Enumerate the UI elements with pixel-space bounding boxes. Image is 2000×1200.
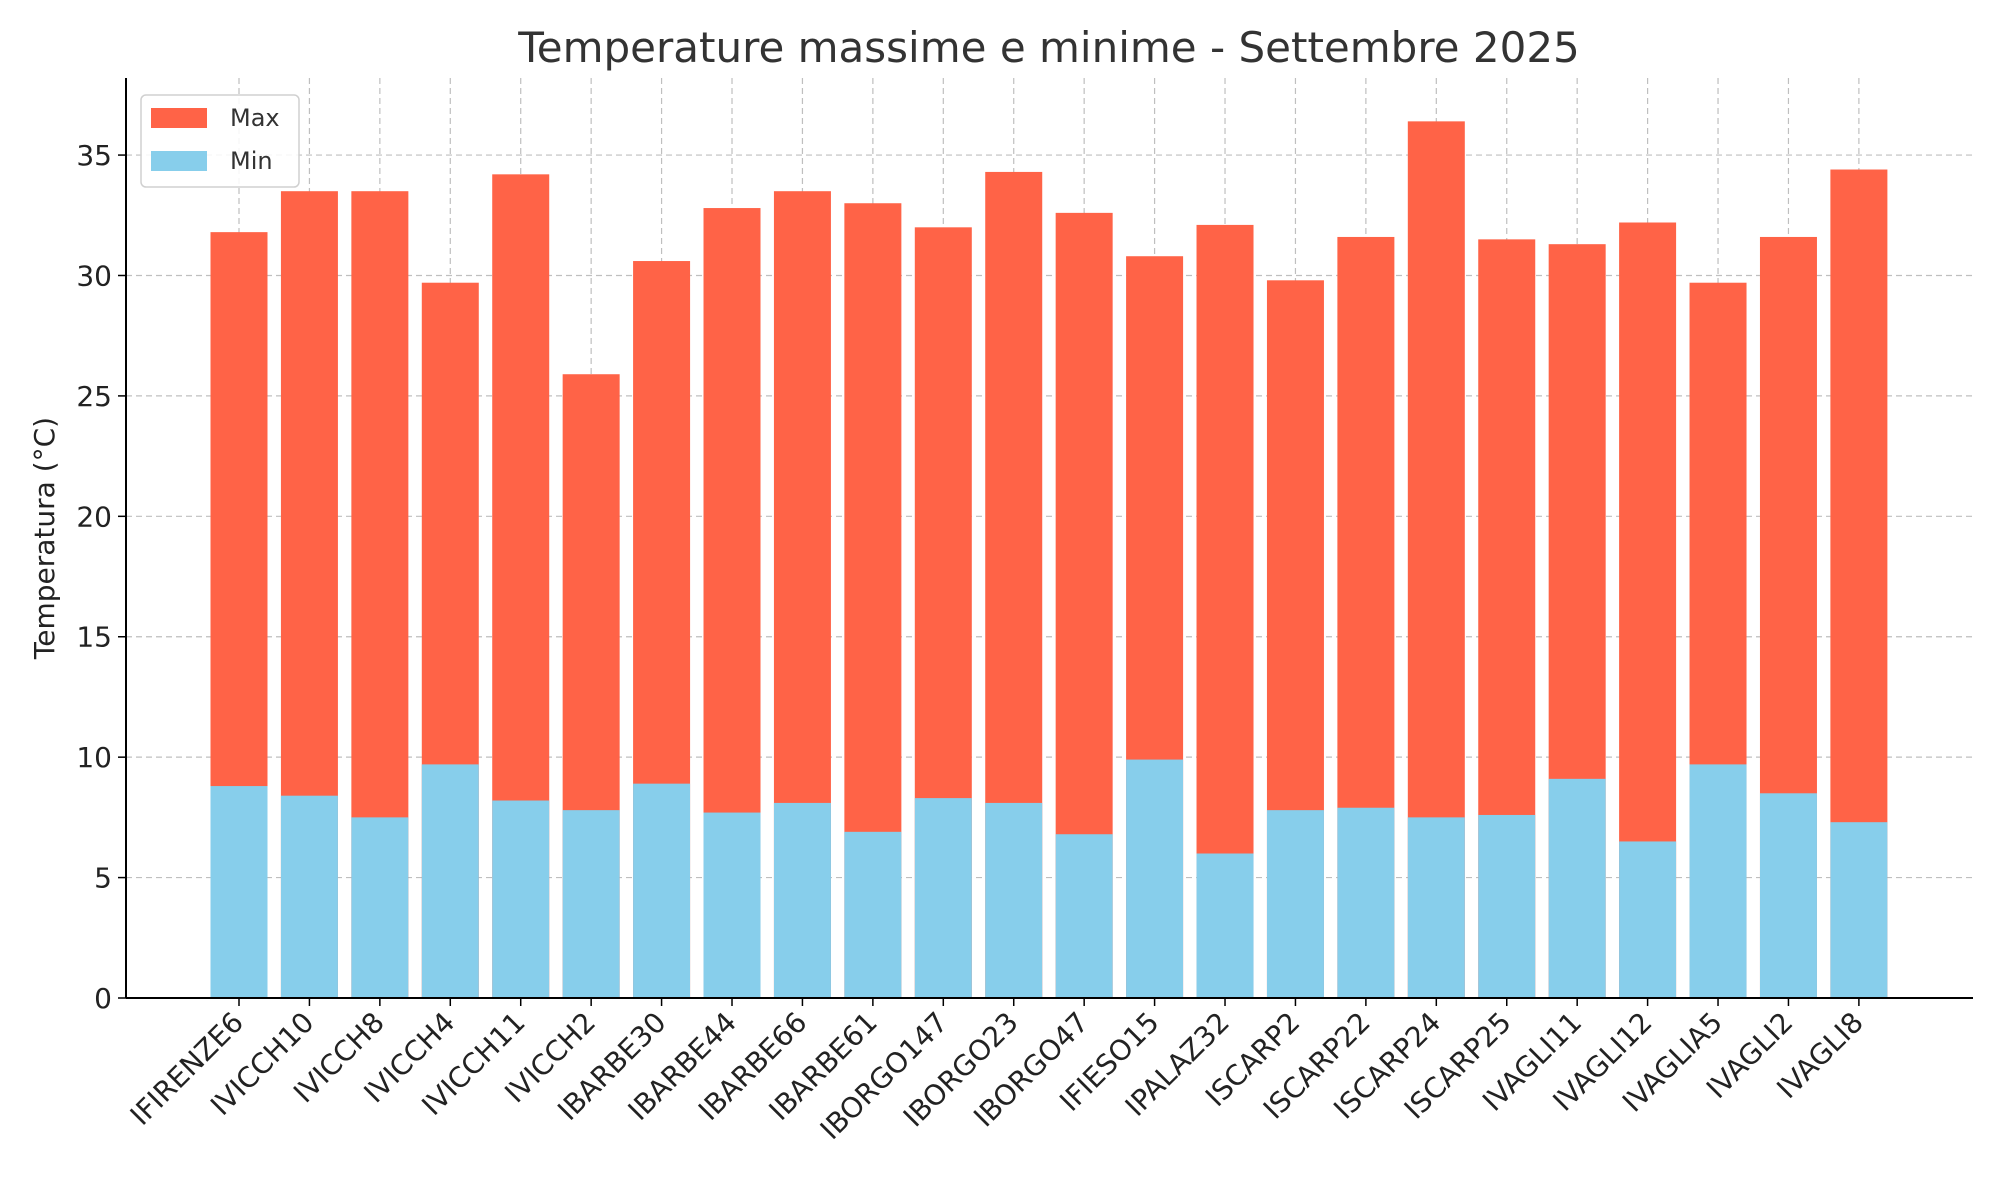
bar-min-ivicch8	[351, 817, 409, 998]
bar-min-ivagli2	[1759, 793, 1817, 998]
y-tick-label: 5	[94, 862, 112, 895]
bar-min-ipalaz32	[1196, 853, 1254, 998]
bar-min-ifieso15	[1126, 759, 1184, 998]
bar-min-ibarbe44	[703, 812, 761, 998]
y-tick-label: 30	[76, 259, 112, 292]
legend-label-min: Min	[230, 147, 273, 175]
bar-min-iscarp22	[1337, 807, 1395, 998]
y-tick-label: 10	[76, 741, 112, 774]
bar-min-ivicch4	[421, 764, 479, 998]
bar-min-ivagli8	[1830, 822, 1888, 998]
bar-min-ivaglia5	[1689, 764, 1747, 998]
legend-label-max: Max	[230, 104, 280, 132]
bar-min-ifirenze6	[210, 786, 268, 998]
y-axis-label: Temperatura (°C)	[28, 417, 61, 660]
x-tick-labels: IFIRENZE6IVICCH10IVICCH8IVICCH4IVICCH11I…	[124, 998, 1870, 1146]
bar-min-iscarp25	[1478, 814, 1536, 998]
bar-min-ivagli12	[1619, 841, 1677, 998]
y-tick-label: 0	[94, 982, 112, 1015]
bar-min-ivicch2	[562, 810, 620, 998]
legend: Max Min	[140, 94, 300, 188]
bar-min-ivicch10	[280, 795, 338, 998]
bars	[210, 121, 1888, 999]
y-tick-label: 25	[76, 380, 112, 413]
legend-swatch-max	[151, 108, 207, 128]
y-tick-label: 35	[76, 139, 112, 172]
y-tick-label: 15	[76, 621, 112, 654]
bar-min-iscarp24	[1407, 817, 1465, 998]
bar-min-iborgo147	[914, 798, 972, 998]
bar-min-iscarp2	[1266, 810, 1324, 998]
bar-min-iborgo23	[985, 802, 1043, 998]
bar-min-ivagli11	[1548, 778, 1606, 998]
y-tick-label: 20	[76, 500, 112, 533]
y-tick-labels: 0 5 10 15 20 25 30 35	[76, 139, 126, 1015]
bar-min-ibarbe66	[773, 802, 831, 998]
axes	[125, 78, 1973, 999]
legend-swatch-min	[151, 151, 207, 171]
chart-title: Temperature massime e minime - Settembre…	[517, 23, 1580, 72]
bar-min-ibarbe30	[633, 783, 691, 998]
bar-min-ibarbe61	[844, 831, 902, 998]
bar-min-ivicch11	[492, 800, 550, 998]
bar-min-iborgo47	[1055, 834, 1113, 998]
